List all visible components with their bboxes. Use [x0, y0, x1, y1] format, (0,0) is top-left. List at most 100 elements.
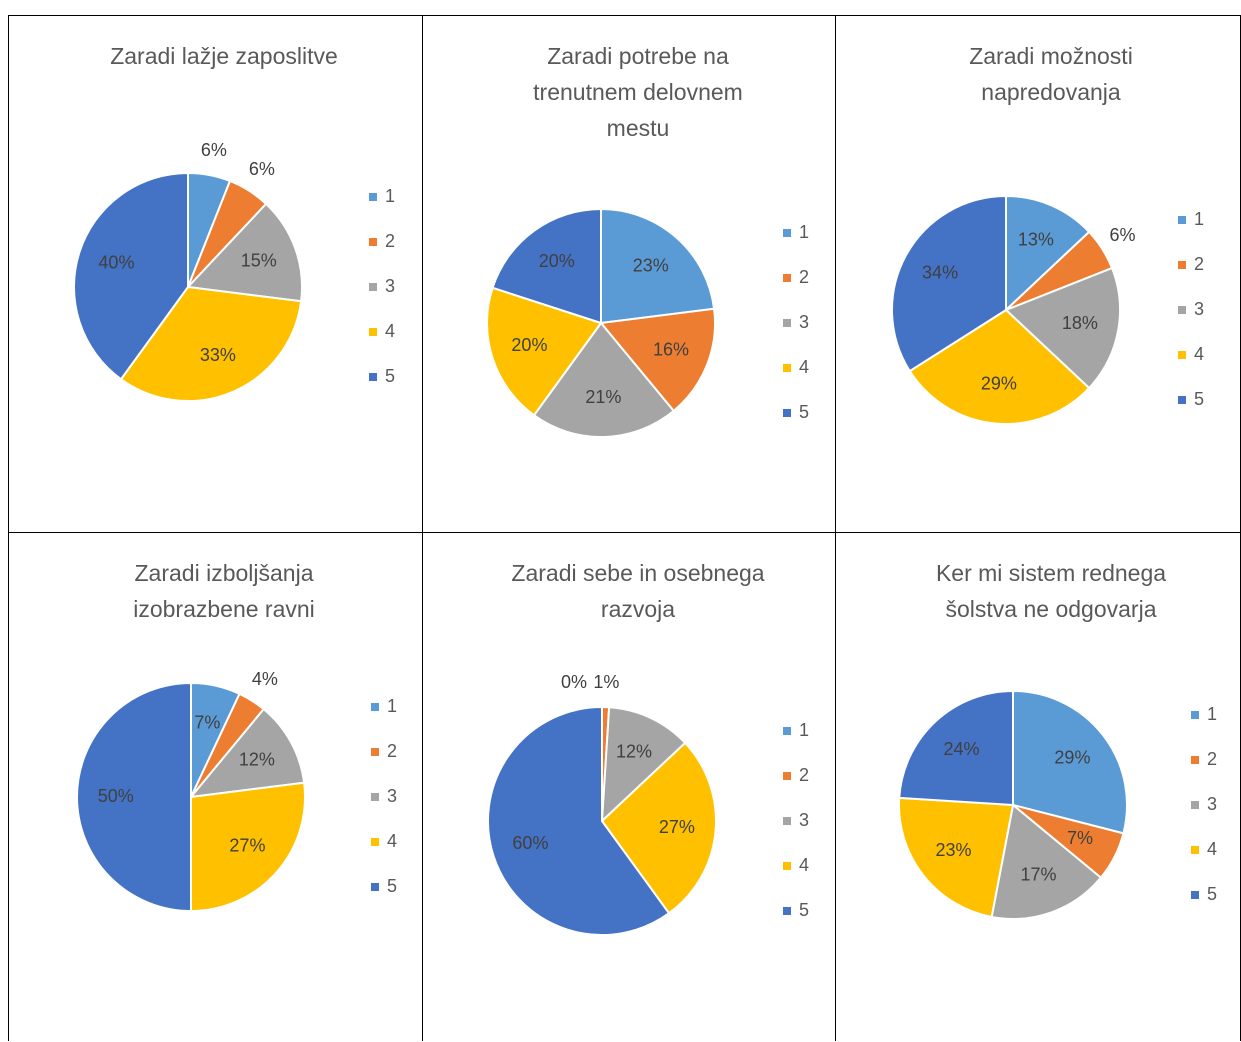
pie-slice [185, 202, 303, 303]
pie-slice [891, 194, 1007, 373]
legend-marker [369, 238, 377, 246]
data-label: 40% [98, 252, 134, 272]
legend-label: 4 [1194, 344, 1204, 364]
chart-cell: 13% 6% 18% 29% 34% 1 2 3 4 5 Zaradi možnosti napre… [835, 15, 1241, 532]
chart: 23% 16% 21% 20% 20% 1 2 3 4 5 [486, 207, 809, 438]
chart: 6% 6% 15% 33% 40% 1 2 3 4 5 [73, 140, 395, 402]
legend-label: 5 [799, 402, 809, 422]
pie-slice [532, 321, 676, 438]
legend-label: 4 [799, 855, 809, 875]
data-label: 6% [249, 159, 275, 179]
pie-slice [898, 796, 1015, 919]
data-label: 23% [936, 840, 972, 860]
legend-marker [371, 748, 379, 756]
legend-marker [371, 703, 379, 711]
data-label: 17% [1020, 865, 1056, 885]
legend-marker [369, 328, 377, 336]
legend-marker [783, 409, 791, 417]
legend-label: 1 [1194, 209, 1204, 229]
pie-slice [73, 171, 189, 381]
legend-label: 2 [1207, 749, 1217, 769]
pie-slice [908, 308, 1091, 425]
legend-marker [1178, 261, 1186, 269]
data-label: 20% [539, 251, 575, 271]
chart-cell: 6% 6% 15% 33% 40% 1 2 3 4 5 Zaradi lažje zaposlitv… [8, 15, 422, 532]
pie-slice [600, 741, 717, 915]
data-label: 7% [194, 712, 220, 732]
chart: 29% 7% 17% 23% 24% 1 2 3 4 5 [898, 689, 1217, 920]
legend-label: 4 [799, 357, 809, 377]
data-label: 24% [943, 739, 979, 759]
legend-marker [783, 772, 791, 780]
data-label: 6% [201, 140, 227, 160]
legend-marker [1191, 756, 1199, 764]
legend-marker [1178, 216, 1186, 224]
legend-marker [1178, 306, 1186, 314]
chart-cell: 29% 7% 17% 23% 24% 1 2 3 4 5 Ker mi sistem rednega… [835, 532, 1241, 1041]
chart: 7% 4% 12% 27% 50% 1 2 3 4 5 [76, 669, 397, 913]
data-label: 34% [922, 263, 958, 283]
data-label: 12% [239, 750, 275, 770]
legend-marker [1191, 891, 1199, 899]
legend-marker [371, 838, 379, 846]
legend-label: 3 [1194, 299, 1204, 319]
data-label: 12% [616, 742, 652, 762]
pie-slice [600, 706, 687, 824]
data-label: 27% [229, 836, 265, 856]
pie-slice [1004, 266, 1121, 390]
pie-slice [1005, 194, 1091, 313]
data-label: 29% [1054, 748, 1090, 768]
pie-slice [486, 286, 603, 417]
chart-cell: 23% 16% 21% 20% 20% 1 2 3 4 5 Zaradi potrebe na tr… [422, 15, 835, 532]
pie-slice [76, 681, 192, 913]
data-label: 13% [1018, 230, 1054, 250]
legend-marker [783, 727, 791, 735]
pie-slice [491, 207, 602, 325]
legend-label: 3 [799, 312, 809, 332]
chart: 0% 1% 12% 27% 60% 1 2 3 4 5 [487, 672, 809, 936]
legend-marker [783, 274, 791, 282]
data-label: 27% [659, 817, 695, 837]
legend-marker [1191, 801, 1199, 809]
legend-label: 1 [1207, 704, 1217, 724]
legend-label: 5 [1207, 884, 1217, 904]
legend-marker [1178, 351, 1186, 359]
data-label: 4% [252, 669, 278, 689]
legend-label: 4 [385, 321, 395, 341]
legend-label: 1 [799, 720, 809, 740]
pie-slice [1012, 689, 1128, 835]
legend-marker [783, 817, 791, 825]
legend-marker [783, 319, 791, 327]
chart-title: Zaradi sebe in osebnega razvoja [511, 560, 765, 622]
pie-slice [190, 781, 306, 913]
legend-label: 5 [385, 366, 395, 386]
legend-label: 2 [799, 765, 809, 785]
legend-label: 5 [387, 876, 397, 896]
legend-marker [783, 229, 791, 237]
data-label: 23% [633, 255, 669, 275]
legend-marker [1191, 711, 1199, 719]
pie-slice [990, 803, 1103, 920]
legend-label: 1 [387, 696, 397, 716]
data-label: 16% [653, 339, 689, 359]
legend-marker [369, 193, 377, 201]
legend-label: 3 [799, 810, 809, 830]
legend-label: 3 [385, 276, 395, 296]
legend-marker [783, 862, 791, 870]
data-label: 29% [981, 374, 1017, 394]
pie-slice [600, 207, 716, 325]
data-label: 21% [585, 387, 621, 407]
legend-label: 2 [799, 267, 809, 287]
chart-title: Zaradi izboljšanja izobrazbene ravni [133, 560, 315, 622]
chart-title: Zaradi možnosti napredovanja [969, 43, 1133, 105]
legend-label: 1 [799, 222, 809, 242]
legend-label: 1 [385, 186, 395, 206]
pie-slice [188, 707, 306, 799]
legend-label: 5 [799, 900, 809, 920]
data-label: 6% [1110, 225, 1136, 245]
data-label: 15% [241, 250, 277, 270]
chart-cell: 7% 4% 12% 27% 50% 1 2 3 4 5 Zaradi izboljšanja izo… [8, 532, 422, 1041]
data-label: 0% [561, 672, 587, 692]
legend-label: 5 [1194, 389, 1204, 409]
